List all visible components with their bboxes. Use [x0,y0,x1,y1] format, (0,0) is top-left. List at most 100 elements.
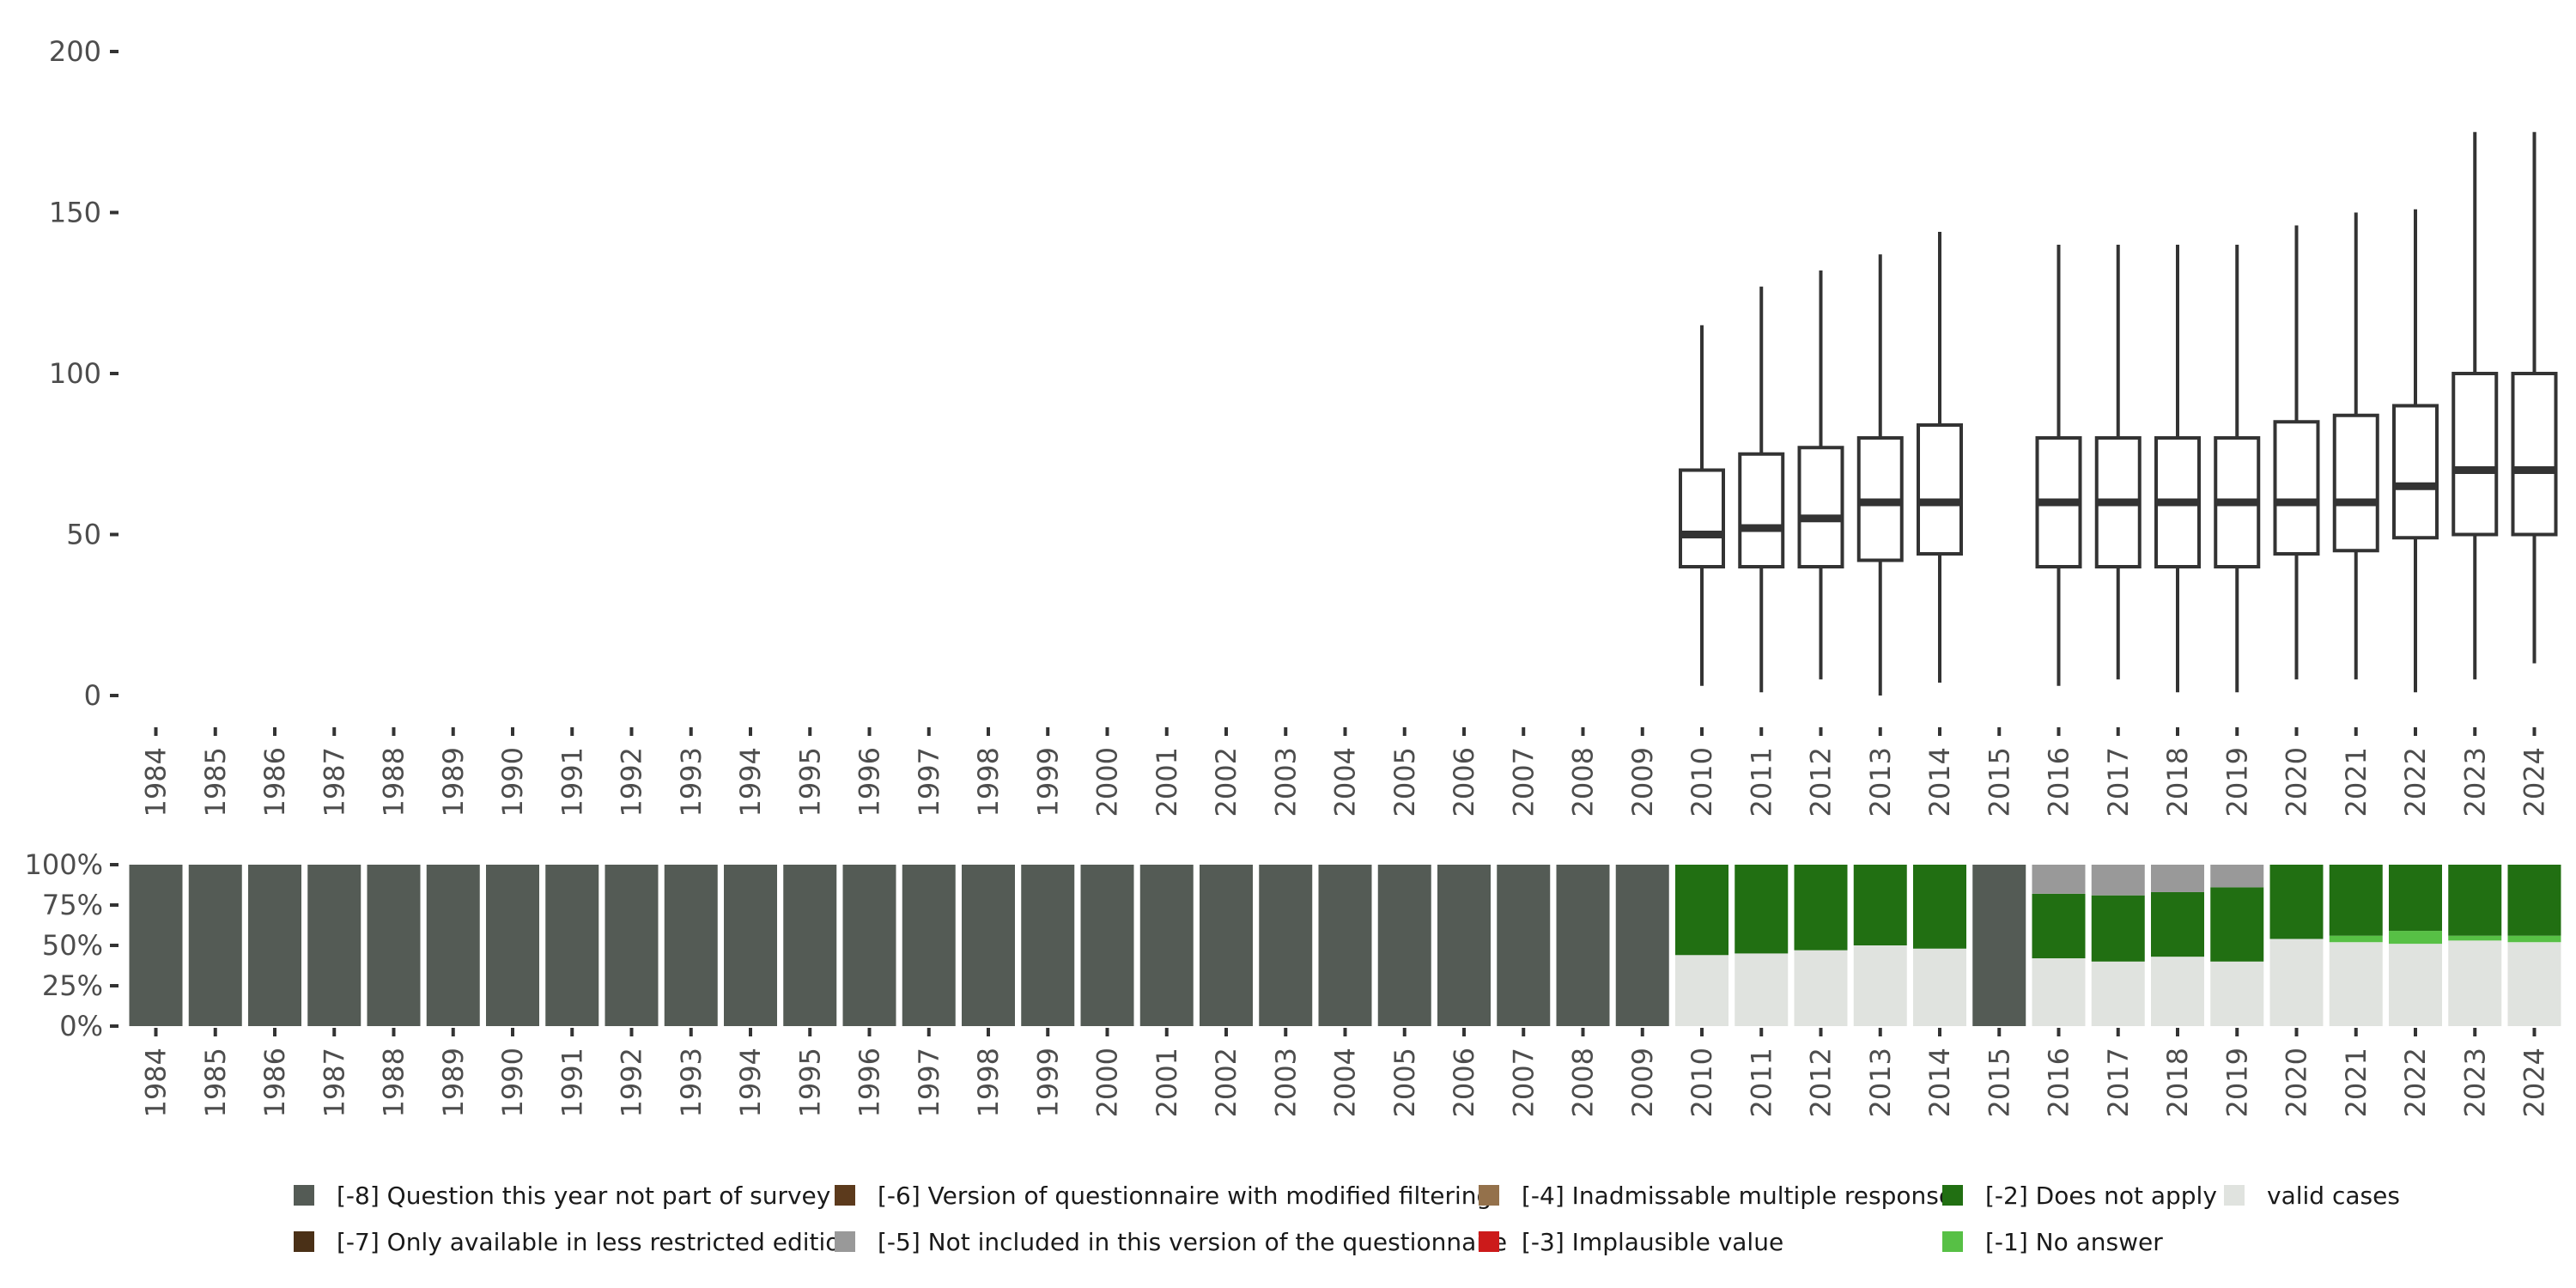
bar-segment-na5 [2210,865,2264,888]
bar-segment-na8 [1139,865,1194,1026]
box-2011 [1738,286,1785,693]
bar-segment-na8 [902,865,956,1026]
x-tick-label: 2021 [2340,747,2372,817]
box-iqr [1797,446,1844,568]
legend-label: valid cases [2267,1182,2400,1210]
bar-y-axis: 0% 25% 50% 75% 100% [25,848,118,1042]
bar-segment-na8 [783,865,837,1026]
bar-1992 [605,865,659,1026]
box-2023 [2451,131,2499,680]
x-tick-label: 1985 [199,747,232,817]
x-tick-label: 2009 [1626,747,1659,817]
bar-2005 [1377,865,1431,1026]
x-tick-label: 2022 [2399,1048,2432,1117]
bar-segment-valid [2329,942,2383,1026]
bar-1985 [188,865,242,1026]
x-tick-label: 2014 [1923,1048,1956,1117]
legend-swatch [1942,1185,1963,1206]
bar-segment-na8 [307,865,361,1026]
y-tick-label: 150 [49,197,101,229]
bar-segment-na8 [724,865,777,1026]
x-tick-label: 1986 [258,747,291,817]
x-tick-label: 2020 [2281,747,2313,817]
x-tick-label: 2010 [1686,747,1718,817]
bar-x-axis: 1984 1985 1986 1987 1988 1989 1990 1991 1992 1993… [140,1028,2551,1117]
x-tick-label: 1993 [675,747,708,817]
x-tick-label: 2016 [2043,1048,2075,1117]
box-2016 [2035,245,2082,686]
x-tick-label: 1985 [199,1048,232,1117]
bar-2009 [1615,865,1669,1026]
box-iqr [1738,452,1785,568]
bar-segment-na8 [664,865,718,1026]
bar-1998 [962,865,1015,1026]
legend-item: [-3] Implausible value [1479,1228,1783,1256]
x-tick-label: 2012 [1805,1048,1838,1117]
x-tick-label: 1997 [913,747,945,817]
bar-segment-valid [2091,961,2145,1026]
y-tick-label: 50 [66,519,101,551]
bar-segment-na2 [2389,865,2442,932]
bar-2012 [1794,865,1848,1026]
bar-segment-na8 [129,865,183,1026]
bar-segment-na1 [2329,935,2383,943]
bar-segment-na8 [1200,865,1253,1026]
legend-item: [-4] Inadmissable multiple response [1479,1182,1953,1210]
x-tick-label: 1987 [318,747,350,817]
bar-segment-valid [1853,945,1907,1026]
x-tick-label: 1989 [437,747,470,817]
box-2022 [2392,209,2439,693]
bar-segment-na2 [1794,865,1848,951]
x-tick-label: 2010 [1686,1048,1718,1117]
x-tick-label: 1990 [496,1048,529,1117]
bar-segment-valid [2269,939,2324,1026]
x-tick-label: 1996 [854,1048,886,1117]
y-tick-label: 25% [42,969,103,1002]
x-tick-label: 2008 [1567,747,1600,817]
x-tick-label: 2005 [1388,1048,1421,1117]
bar-2020 [2269,865,2324,1026]
y-tick-label: 100 [49,357,101,390]
x-tick-label: 2016 [2043,747,2075,817]
bar-1994 [724,865,777,1026]
bar-segment-na2 [2269,865,2324,939]
x-tick-label: 2014 [1923,747,1956,817]
bar-2014 [1913,865,1966,1026]
bar-1990 [486,865,539,1026]
box-2013 [1856,254,1904,696]
bar-1987 [307,865,361,1026]
box-2010 [1679,325,1725,686]
bar-segment-na8 [1437,865,1491,1026]
legend-label: [-5] Not included in this version of the… [878,1228,1507,1256]
bar-segment-na5 [2032,865,2086,894]
bar-2017 [2091,865,2145,1026]
bar-segment-valid [1794,950,1848,1026]
legend-item: [-1] No answer [1942,1228,2163,1256]
y-tick-label: 100% [25,848,103,881]
x-tick-label: 2019 [2221,747,2253,817]
legend-label: [-7] Only available in less restricted e… [337,1228,855,1256]
bar-2021 [2329,865,2383,1026]
box-2014 [1917,232,1963,683]
legend-swatch [835,1231,855,1252]
x-tick-label: 1994 [734,747,767,817]
bar-2015 [1972,865,2026,1026]
bar-segment-na2 [1913,865,1966,949]
box-2017 [2094,245,2142,680]
y-tick-label: 50% [42,929,103,962]
x-tick-label: 1994 [734,1048,767,1117]
bar-segment-na5 [2151,865,2204,892]
legend-swatch [294,1185,314,1206]
bar-segment-na2 [1675,865,1728,956]
bar-segment-valid [1735,953,1789,1026]
legend-swatch [1942,1231,1963,1252]
bar-1991 [545,865,599,1026]
bar-2003 [1259,865,1313,1026]
bar-segment-na8 [1497,865,1551,1026]
bar-segment-na8 [1615,865,1669,1026]
legend-item: valid cases [2224,1182,2400,1210]
x-tick-label: 2006 [1448,1048,1480,1117]
box-iqr [2273,420,2320,556]
x-tick-label: 1998 [972,747,1005,817]
bar-2007 [1497,865,1551,1026]
